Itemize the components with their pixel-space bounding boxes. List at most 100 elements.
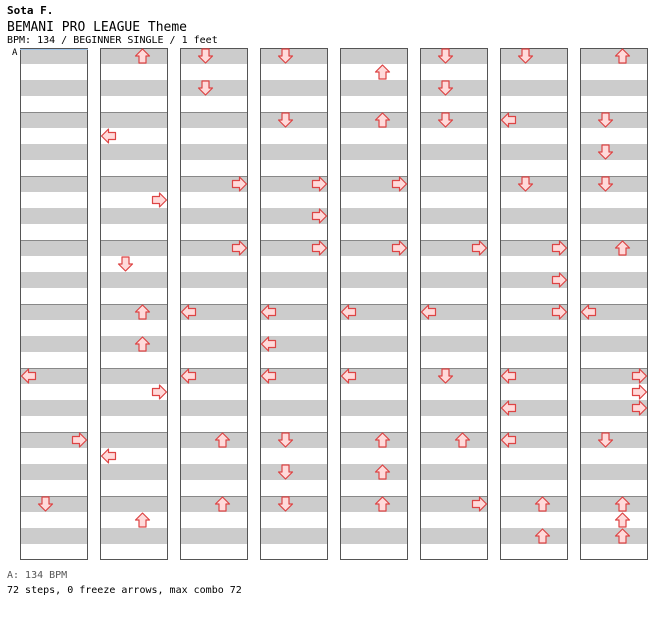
down-arrow-icon (277, 496, 294, 512)
down-arrow-icon (597, 144, 614, 160)
beat-stripe (340, 48, 408, 64)
song-artist: Sota F. (7, 4, 54, 17)
beat-stripe (180, 240, 248, 256)
beat-stripe (500, 528, 568, 544)
beat-stripe (420, 272, 488, 288)
beat-stripe (180, 272, 248, 288)
beat-stripe (420, 48, 488, 64)
right-arrow-icon (311, 176, 328, 192)
beat-stripe (580, 368, 648, 384)
up-arrow-icon (214, 432, 231, 448)
beat-stripe (100, 400, 168, 416)
beat-stripe (500, 144, 568, 160)
down-arrow-icon (197, 48, 214, 64)
bpm-marker-line (20, 49, 88, 50)
beat-stripe (20, 144, 88, 160)
beat-stripe (100, 496, 168, 512)
right-arrow-icon (151, 192, 168, 208)
down-arrow-icon (197, 80, 214, 96)
left-arrow-icon (500, 368, 517, 384)
beat-stripe (260, 496, 328, 512)
beat-stripe (580, 464, 648, 480)
column-border (180, 48, 248, 560)
beat-stripe (180, 304, 248, 320)
down-arrow-icon (597, 176, 614, 192)
beat-stripe (500, 112, 568, 128)
beat-stripe (500, 496, 568, 512)
beat-stripe (500, 432, 568, 448)
beat-stripe (260, 368, 328, 384)
measure-column (340, 48, 408, 560)
right-arrow-icon (551, 304, 568, 320)
measure-column (100, 48, 168, 560)
left-arrow-icon (500, 112, 517, 128)
left-arrow-icon (500, 400, 517, 416)
beat-stripe (340, 112, 408, 128)
beat-stripe (180, 432, 248, 448)
right-arrow-icon (391, 176, 408, 192)
right-arrow-icon (631, 368, 648, 384)
beat-stripe (260, 432, 328, 448)
beat-stripe (100, 304, 168, 320)
up-arrow-icon (134, 336, 151, 352)
beat-stripe (500, 208, 568, 224)
up-arrow-icon (134, 48, 151, 64)
beat-stripe (260, 80, 328, 96)
up-arrow-icon (614, 240, 631, 256)
beat-stripe (100, 432, 168, 448)
up-arrow-icon (614, 496, 631, 512)
beat-stripe (260, 208, 328, 224)
beat-stripe (20, 432, 88, 448)
beat-stripe (340, 80, 408, 96)
beat-stripe (420, 400, 488, 416)
beat-stripe (260, 112, 328, 128)
beat-stripe (580, 272, 648, 288)
up-arrow-icon (214, 496, 231, 512)
beat-stripe (580, 400, 648, 416)
right-arrow-icon (631, 384, 648, 400)
column-border (260, 48, 328, 560)
right-arrow-icon (631, 400, 648, 416)
beat-stripe (580, 80, 648, 96)
beat-stripe (420, 304, 488, 320)
up-arrow-icon (614, 48, 631, 64)
measure-column (580, 48, 648, 560)
measure-column (420, 48, 488, 560)
up-arrow-icon (374, 464, 391, 480)
left-arrow-icon (340, 368, 357, 384)
left-arrow-icon (500, 432, 517, 448)
beat-stripe (340, 240, 408, 256)
down-arrow-icon (597, 112, 614, 128)
beat-stripe (260, 48, 328, 64)
column-border (340, 48, 408, 560)
down-arrow-icon (277, 432, 294, 448)
beat-stripe (580, 208, 648, 224)
beat-stripe (580, 496, 648, 512)
beat-stripe (420, 432, 488, 448)
column-border (580, 48, 648, 560)
beat-stripe (420, 80, 488, 96)
beat-stripe (420, 368, 488, 384)
column-border (100, 48, 168, 560)
right-arrow-icon (551, 272, 568, 288)
beat-stripe (500, 80, 568, 96)
beat-stripe (420, 464, 488, 480)
beat-stripe (420, 144, 488, 160)
beat-stripe (340, 304, 408, 320)
beat-stripe (500, 400, 568, 416)
beat-stripe (100, 112, 168, 128)
down-arrow-icon (277, 464, 294, 480)
left-arrow-icon (260, 304, 277, 320)
right-arrow-icon (71, 432, 88, 448)
measure-column (260, 48, 328, 560)
beat-stripe (260, 304, 328, 320)
down-arrow-icon (437, 80, 454, 96)
down-arrow-icon (437, 112, 454, 128)
beat-stripe (20, 48, 88, 64)
beat-stripe (340, 272, 408, 288)
beat-stripe (500, 48, 568, 64)
down-arrow-icon (517, 48, 534, 64)
right-arrow-icon (391, 240, 408, 256)
down-arrow-icon (277, 112, 294, 128)
up-arrow-icon (614, 512, 631, 528)
